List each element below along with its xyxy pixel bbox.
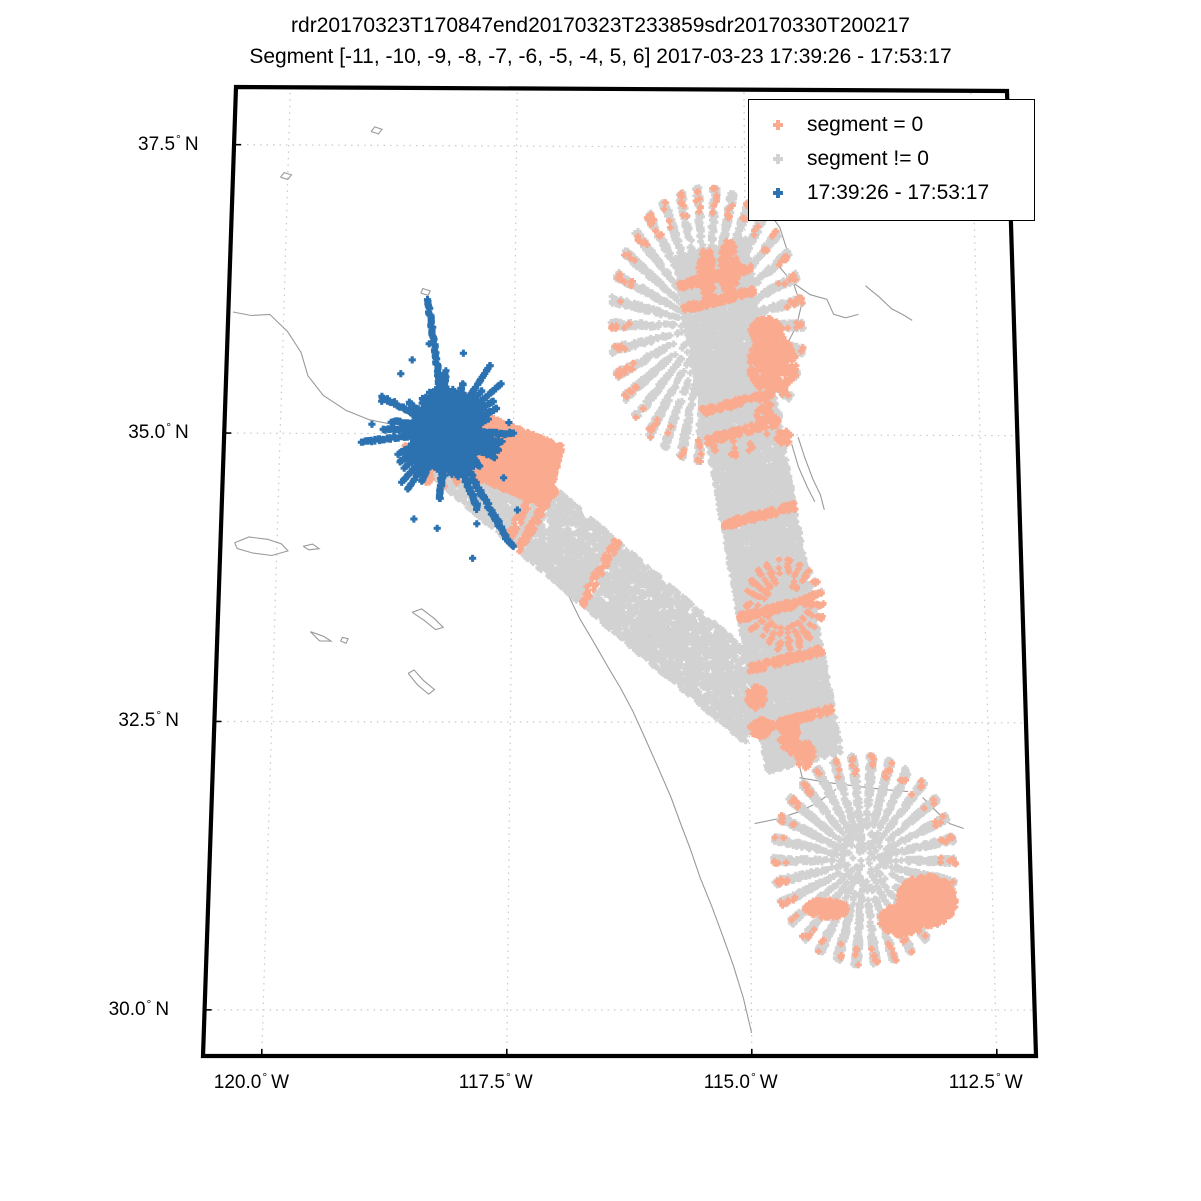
star-marker [749,150,807,168]
star-marker [749,116,807,134]
scatter-layer [357,184,960,969]
legend-item-time-range: 17:39:26 - 17:53:17 [749,176,1034,210]
axis-ticks [204,143,998,1056]
y-tick-label: 30.0° N [108,996,170,1020]
figure-title: rdr20170323T170847end20170323T233859sdr2… [0,10,1201,72]
axes-frame [200,84,1039,1059]
star-marker [749,184,807,202]
y-tick-label: 35.0° N [128,420,189,444]
legend-item-segment-zero: segment = 0 [749,108,1034,142]
x-tick-label: 117.5° W [458,1070,533,1093]
legend-label: segment != 0 [807,147,929,170]
x-tick-label: 120.0° W [213,1070,290,1093]
legend-item-segment-nonzero: segment != 0 [749,142,1034,176]
legend: segment = 0 segment != 0 17:39:26 - 17:5… [748,99,1035,221]
y-tick-label: 37.5° N [138,131,199,155]
x-tick-label: 115.0° W [703,1070,778,1093]
legend-label: 17:39:26 - 17:53:17 [807,181,990,204]
y-tick-label: 32.5° N [118,708,179,732]
legend-label: segment = 0 [807,113,924,136]
title-line-1: rdr20170323T170847end20170323T233859sdr2… [291,14,910,37]
title-line-2: Segment [-11, -10, -9, -8, -7, -6, -5, -… [249,45,952,68]
grid-lines [204,87,1035,1056]
x-tick-label: 112.5° W [948,1070,1023,1093]
